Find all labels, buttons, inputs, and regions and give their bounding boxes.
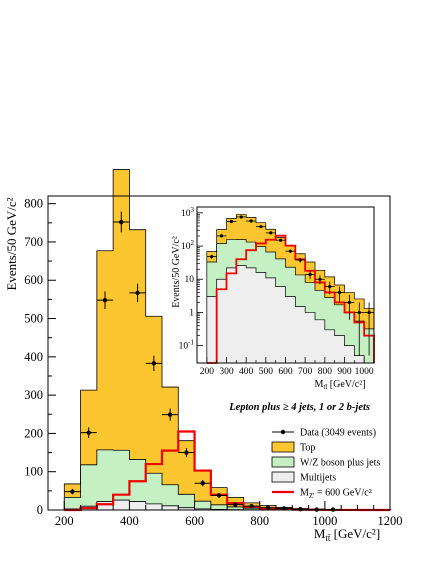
legend-label: Data (3049 events) (300, 428, 376, 439)
inset-data-point (246, 219, 256, 223)
legend-entry: MZ' = 600 GeV/c² (272, 488, 372, 501)
y-tick-label: 600 (24, 273, 43, 287)
legend-swatch (271, 471, 295, 483)
inset-data-point (265, 231, 276, 235)
inset-x-tick-label: 1000 (355, 367, 374, 377)
legend: Data (3049 events) Top W/Z boson plus jets… (271, 428, 380, 501)
inset-axes: 10-1 1 10 102 103 200 300 400 500 600 700 800 900 100… (179, 206, 375, 377)
data-point (145, 355, 162, 371)
legend-swatch (271, 441, 295, 453)
y-tick-label: 200 (24, 426, 43, 440)
inset-data-point (295, 257, 306, 263)
data-point (194, 480, 211, 487)
y-tick-label: 300 (24, 388, 43, 402)
inset-y-tick-label: 103 (181, 206, 195, 219)
inset-data-point (315, 275, 325, 285)
x-tick-label: 200 (55, 514, 74, 528)
inset-x-tick-label: 300 (219, 367, 234, 377)
y-tick-label: 400 (24, 350, 43, 364)
main-x-axis-title: Mtt̄ [GeV/c²] (314, 526, 380, 543)
inset-y-axis-title: Events/50 GeV/c² (171, 236, 182, 308)
legend-entry: Top (271, 441, 315, 454)
data-point (259, 505, 276, 510)
selection-annotation: Lepton plus ≥ 4 jets, 1 or 2 b-jets (228, 402, 370, 413)
main-y-axis-title: Events/50 GeV/c² (4, 197, 19, 290)
inset-data-point (206, 254, 217, 259)
legend-label: W/Z boson plus jets (300, 458, 380, 469)
y-tick-label: 500 (24, 312, 43, 326)
data-point (243, 503, 260, 509)
legend-entry: Multijets (271, 471, 336, 484)
data-point (64, 488, 81, 495)
inset-x-tick-label: 500 (259, 367, 274, 377)
inset-data-point (216, 234, 227, 238)
legend-label: Top (300, 443, 315, 454)
inset-data-point (354, 302, 365, 356)
data-point (178, 447, 195, 458)
inset-data-point (324, 281, 335, 295)
inset-zprime-signal-line (206, 234, 375, 364)
inset-x-tick-label: 600 (278, 367, 293, 377)
inset-x-axis-title-main: M (314, 379, 323, 390)
main-x-axis-title-sub: tt̄ (325, 533, 331, 543)
inset-x-axis-title: Mtt̄ [GeV/c²] (314, 379, 365, 391)
main-x-axis-title-main: M (314, 526, 326, 541)
x-tick-label: 600 (185, 514, 204, 528)
legend-label: MZ' = 600 GeV/c² (300, 488, 372, 501)
inset-y-tick-label: 10-1 (179, 339, 195, 352)
data-point (129, 283, 146, 303)
inset-x-axis-title-sub: tt̄ (323, 383, 328, 391)
main-axes: 0 100 200 300 400 500 600 700 800 200 400 600 800 100… (24, 195, 403, 528)
inset-data-point (344, 294, 355, 320)
inset-x-tick-label: 700 (298, 367, 313, 377)
inset-data-point (334, 286, 345, 303)
x-tick-label: 400 (120, 514, 139, 528)
inset-x-tick-label: 400 (239, 367, 254, 377)
data-point (292, 507, 309, 512)
inset-data-point (236, 215, 247, 219)
legend-label: Multijets (300, 473, 336, 484)
y-tick-label: 800 (24, 197, 43, 211)
main-x-axis-title-unit: [GeV/c²] (334, 526, 380, 541)
inset-plot (197, 207, 375, 364)
inset-multijets-stack (206, 265, 374, 364)
inset-data-point (285, 249, 296, 253)
y-tick-label: 700 (24, 235, 43, 249)
inset-data-point (275, 238, 286, 242)
x-tick-label: 1200 (378, 514, 403, 528)
legend-swatch (271, 456, 295, 468)
y-tick-label: 0 (37, 503, 43, 517)
inset-y-tick-label: 1 (189, 308, 194, 318)
inset-y-tick-label: 102 (181, 239, 195, 252)
data-point (96, 291, 114, 309)
inset-y-tick-label: 10 (185, 275, 195, 285)
x-tick-label: 800 (250, 514, 269, 528)
inset-data-point (364, 302, 374, 356)
legend-entry: Data (3049 events) (272, 428, 376, 439)
main-plot-frame (47, 195, 391, 511)
data-point (162, 408, 179, 421)
data-point (80, 427, 97, 439)
inset-data-point (256, 225, 266, 229)
legend-data-marker (280, 429, 286, 435)
data-point (210, 493, 228, 498)
inset-x-axis-title-unit: [GeV/c²] (330, 379, 366, 390)
y-tick-label: 100 (24, 465, 43, 479)
inset-x-tick-label: 900 (337, 367, 352, 377)
x-tick-label: 1000 (312, 514, 337, 528)
inset-x-tick-label: 200 (200, 367, 215, 377)
inset-data-point (226, 219, 237, 224)
legend-entry: W/Z boson plus jets (271, 456, 380, 469)
inset-x-tick-label: 800 (318, 367, 333, 377)
inset-data-point (305, 270, 315, 280)
data-point (227, 502, 244, 507)
data-point (113, 211, 130, 233)
